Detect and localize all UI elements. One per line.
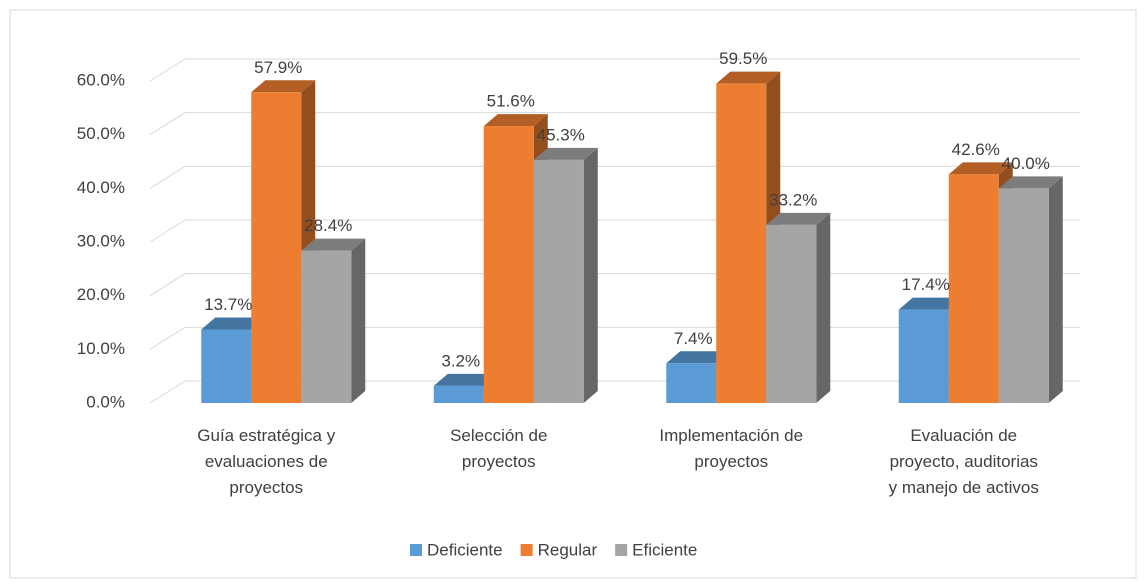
bar-side — [1048, 176, 1063, 403]
bar-side — [351, 238, 366, 403]
bar-side — [816, 212, 831, 403]
bar-top — [766, 212, 831, 225]
legend-label: Regular — [538, 540, 598, 559]
bar-side — [583, 147, 598, 403]
data-label: 51.6% — [487, 92, 535, 111]
x-tick-label: Implementación de proyectos — [659, 426, 803, 471]
bar-top — [716, 71, 781, 84]
bar-top — [998, 176, 1063, 189]
data-label: 28.4% — [304, 216, 352, 235]
bar-top — [483, 114, 548, 127]
bar-top — [666, 351, 731, 364]
bar-top — [301, 238, 366, 251]
x-tick-label: Evaluación de proyecto, auditorias y manej… — [889, 426, 1039, 497]
y-tick-label: 30.0% — [77, 231, 125, 250]
y-tick-label: 20.0% — [77, 285, 125, 304]
bar — [301, 250, 352, 403]
bar-top — [201, 317, 266, 330]
bar — [483, 126, 534, 403]
bar — [948, 174, 999, 403]
y-tick-label: 10.0% — [77, 339, 125, 358]
bar-top — [251, 80, 316, 93]
bar — [898, 309, 949, 403]
y-tick-label: 50.0% — [77, 124, 125, 143]
bar — [766, 224, 817, 403]
bar — [666, 363, 717, 403]
data-label: 42.6% — [952, 140, 1000, 159]
data-label: 57.9% — [254, 58, 302, 77]
y-tick-label: 40.0% — [77, 178, 125, 197]
data-label: 59.5% — [719, 49, 767, 68]
y-tick-label: 60.0% — [77, 70, 125, 89]
legend-label: Deficiente — [427, 540, 503, 559]
legend-swatch — [520, 544, 533, 556]
data-label: 13.7% — [204, 295, 252, 314]
bar-top — [898, 297, 963, 310]
grid-line — [149, 112, 1080, 136]
bar — [998, 188, 1049, 403]
legend-label: Eficiente — [632, 540, 697, 559]
bar-top — [533, 147, 598, 160]
bar — [433, 385, 484, 403]
legend-swatch — [615, 544, 628, 556]
grid-line — [149, 58, 1080, 82]
x-tick-label: Guía estratégica y evaluaciones de proyect… — [197, 426, 335, 497]
bar-top — [948, 162, 1013, 175]
bar-top — [433, 373, 498, 386]
bar — [533, 159, 584, 403]
data-label: 45.3% — [537, 125, 585, 144]
data-label: 3.2% — [441, 351, 480, 370]
legend-swatch — [410, 544, 422, 556]
data-label: 40.0% — [1002, 154, 1050, 173]
bar — [201, 329, 252, 403]
x-tick-label: Selección de proyectos — [450, 426, 547, 471]
bar — [251, 92, 302, 404]
grid-line — [149, 165, 1080, 189]
data-label: 33.2% — [769, 190, 817, 209]
y-tick-label: 0.0% — [86, 392, 125, 411]
bar — [716, 83, 767, 403]
data-label: 17.4% — [902, 275, 950, 294]
data-label: 7.4% — [674, 329, 713, 348]
